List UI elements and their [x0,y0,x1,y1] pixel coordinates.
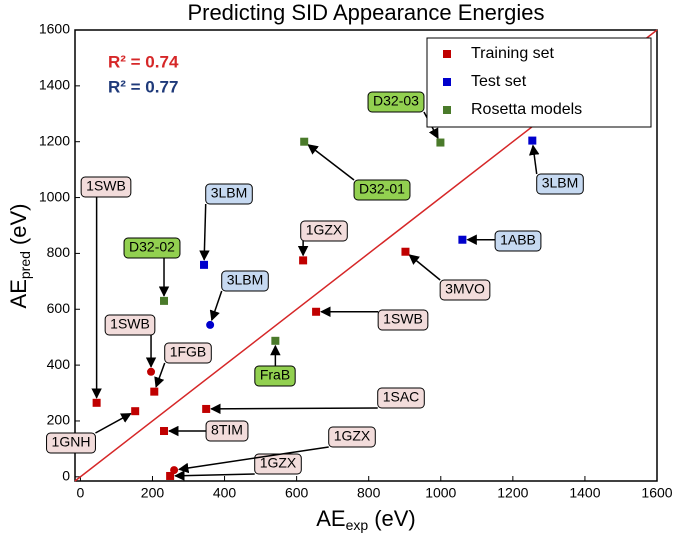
y-axis-label: AEpred(eV) [6,204,33,309]
legend-marker [443,78,451,86]
label-box [164,342,212,364]
point [166,471,175,480]
legend-label: Test set [471,73,527,90]
label-box [377,387,425,409]
legend-marker [443,106,451,114]
point [160,427,169,436]
x-tick-label: 600 [285,485,309,501]
point [200,260,209,269]
point [150,387,159,396]
point [458,235,467,244]
point [131,407,140,416]
arrow [209,290,223,322]
point-label: 3LBM [211,185,248,201]
chart-title: Predicting SID Appearance Energies [187,0,544,25]
point-label: 1GZX [260,455,297,471]
y-tick-label: 1400 [39,77,70,93]
x-tick-label: 1400 [569,485,600,501]
point [299,256,308,265]
point-label: 1SWB [110,316,150,332]
label-box [205,183,253,205]
point [202,404,211,413]
point [92,398,101,407]
point-label: 1FGB [170,344,207,360]
arrow [307,144,355,181]
point-label: 1SWB [86,178,126,194]
arrow [210,403,378,415]
label-box [536,173,584,195]
x-tick-label: 1000 [425,485,456,501]
r-squared: R² = 0.77 [108,77,178,96]
y-tick-label: 800 [47,244,71,260]
arrow [528,144,540,175]
point [401,247,410,256]
y-tick-label: 0 [62,468,70,484]
point-label: 1GNH [52,434,91,450]
r-squared: R² = 0.74 [108,52,179,71]
arrow [408,254,441,281]
point-label: 1SWB [383,311,423,327]
point [160,296,169,305]
arrow [178,446,329,474]
label-box [494,230,542,252]
point [528,136,537,145]
x-tick-label: 1200 [497,485,528,501]
legend-label: Training set [471,45,555,62]
legend-label: Rosetta models [471,101,582,118]
label-box [221,270,269,292]
point-label: D32-01 [359,181,405,197]
point-label: 3LBM [227,272,264,288]
point [147,367,156,376]
label-box [328,426,376,448]
point-label: 1SAC [383,389,420,405]
point [436,138,445,147]
x-tick-label: 0 [77,485,85,501]
label-box [377,309,429,331]
label-box [104,314,156,336]
label-box [46,432,96,454]
y-tick-label: 1200 [39,132,70,148]
y-tick-label: 600 [47,300,71,316]
arrow [174,470,255,481]
point [206,320,215,329]
point-label: D32-02 [129,239,175,255]
label-box [123,237,181,259]
point-label: 3MVO [445,281,485,297]
arrow [199,203,210,261]
plot-frame [74,29,658,482]
arrow [95,412,132,434]
x-axis-label: AEexp (eV) [316,506,416,533]
label-box [367,91,425,113]
y-tick-label: 1600 [39,21,70,37]
point-label: 3LBM [542,175,579,191]
label-box [439,279,491,301]
y-tick-label: 200 [47,412,71,428]
label-box [353,179,411,201]
point [300,137,309,146]
y-tick-label: 1000 [39,188,70,204]
x-tick-label: 200 [141,485,165,501]
x-tick-label: 400 [213,485,237,501]
point [312,307,321,316]
point-label: 1GZX [334,428,371,444]
point-label: 8TIM [211,422,243,438]
point [271,336,280,345]
x-tick-label: 1600 [641,485,672,501]
point-label: 1ABB [500,232,536,248]
arrow [154,362,166,388]
point-label: FraB [260,367,290,383]
y-tick-label: 400 [47,356,71,372]
label-box [80,176,132,198]
point-label: D32-03 [373,93,419,109]
legend-box [426,37,652,128]
legend-marker [443,50,451,58]
point-label: 1GZX [306,222,343,238]
x-tick-label: 800 [357,485,381,501]
label-box [300,220,348,242]
point [170,466,179,475]
